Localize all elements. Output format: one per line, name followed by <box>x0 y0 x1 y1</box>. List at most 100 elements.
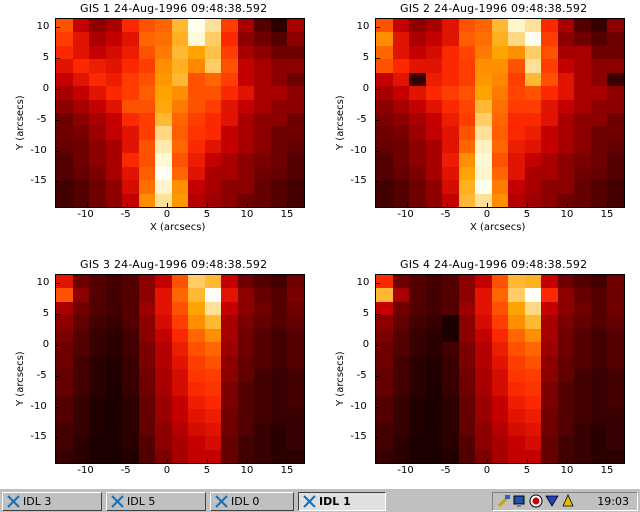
network-icon[interactable] <box>497 494 511 508</box>
pixel-cell <box>287 288 304 302</box>
taskbar-button-label: IDL 0 <box>231 495 260 508</box>
pixel-cell <box>541 166 558 181</box>
pixel-cell <box>56 193 73 207</box>
pixel-cell <box>508 395 525 410</box>
pixel-cell <box>491 86 509 100</box>
pixel-cell <box>221 355 238 369</box>
pixel-cell <box>188 72 205 87</box>
pixel-cell <box>442 422 459 437</box>
x-tick-label: -10 <box>77 209 94 220</box>
pixel-cell <box>607 395 624 410</box>
pixel-cell <box>376 32 393 46</box>
pixel-cell <box>458 449 476 463</box>
pixel-cell <box>491 449 509 463</box>
pixel-cell <box>138 422 156 437</box>
record-icon[interactable] <box>529 494 543 508</box>
intensity-image <box>55 18 305 208</box>
pixel-cell <box>442 180 459 194</box>
y-tick-mark <box>56 375 60 377</box>
pixel-cell <box>188 166 205 181</box>
panel-title: GIS 1 24-Aug-1996 09:48:38.592 <box>80 2 268 15</box>
pixel-cell <box>188 126 205 140</box>
pixel-cell <box>270 315 288 329</box>
x-tick-label: 10 <box>560 465 574 476</box>
pixel-cell <box>541 436 558 450</box>
taskbar-button-idl-3[interactable]: IDL 3 <box>2 492 102 511</box>
pixel-cell <box>89 288 106 302</box>
pixel-cell <box>376 369 393 383</box>
pixel-cell <box>508 409 525 423</box>
pixel-cell <box>56 409 73 423</box>
pixel-cell <box>392 139 410 154</box>
pixel-cell <box>89 342 106 356</box>
pixel-cell <box>105 193 123 207</box>
y-tick-label: -10 <box>350 400 367 412</box>
pixel-cell <box>607 32 624 46</box>
pixel-cell <box>237 328 255 343</box>
pixel-cell <box>425 288 443 302</box>
x-tick-mark <box>167 459 168 463</box>
x-tick-label: 5 <box>523 465 531 476</box>
pixel-cell <box>56 180 73 194</box>
pixel-cell <box>155 409 172 423</box>
pixel-cell <box>607 369 624 383</box>
y-tick-label: -5 <box>356 369 367 381</box>
pixel-cell <box>56 86 73 100</box>
pixel-cell <box>221 180 238 194</box>
pixel-cell <box>574 328 591 343</box>
power-icon[interactable] <box>561 494 575 508</box>
pixel-cell <box>442 59 459 73</box>
volume-icon[interactable] <box>545 494 559 508</box>
pixel-cell <box>188 288 205 302</box>
pixel-cell <box>425 19 443 33</box>
pixel-cell <box>458 166 476 181</box>
pixel-cell <box>237 113 255 127</box>
pixel-cell <box>171 328 189 343</box>
pixel-cell <box>237 301 255 316</box>
pixel-cell <box>171 422 189 437</box>
pixel-cell <box>105 126 123 140</box>
taskbar-button-idl-0[interactable]: IDL 0 <box>210 492 294 511</box>
display-icon[interactable] <box>513 494 527 508</box>
pixel-cell <box>270 166 288 181</box>
pixel-cell <box>491 193 509 207</box>
y-axis-label: Y (arcsecs) <box>335 95 346 150</box>
pixel-cell <box>72 45 90 60</box>
pixel-cell <box>574 126 591 140</box>
pixel-cell <box>105 382 123 396</box>
pixel-cell <box>188 113 205 127</box>
pixel-cell <box>221 449 238 463</box>
pixel-cell <box>508 328 525 343</box>
pixel-cell <box>458 126 476 140</box>
pixel-cell <box>524 355 542 369</box>
pixel-cell <box>204 409 222 423</box>
pixel-cell <box>254 180 271 194</box>
pixel-cell <box>89 113 106 127</box>
pixel-cell <box>508 382 525 396</box>
pixel-cell <box>376 328 393 343</box>
pixel-cell <box>221 153 238 167</box>
pixel-cell <box>237 153 255 167</box>
pixel-cell <box>409 328 426 343</box>
pixel-cell <box>392 436 410 450</box>
pixel-cell <box>105 395 123 410</box>
pixel-cell <box>221 166 238 181</box>
pixel-cell <box>171 99 189 113</box>
pixel-cell <box>138 59 156 73</box>
pixel-cell <box>574 113 591 127</box>
taskbar-button-idl-1[interactable]: IDL 1 <box>298 492 386 511</box>
pixel-cell <box>171 32 189 46</box>
pixel-cell <box>287 193 304 207</box>
pixel-cell <box>270 409 288 423</box>
pixel-cell <box>442 436 459 450</box>
intensity-image <box>375 18 625 208</box>
taskbar-button-idl-5[interactable]: IDL 5 <box>106 492 206 511</box>
pixel-cell <box>442 275 459 289</box>
pixel-cell <box>138 86 156 100</box>
pixel-cell <box>188 99 205 113</box>
pixel-cell <box>89 382 106 396</box>
pixel-cell <box>376 436 393 450</box>
pixel-cell <box>458 139 476 154</box>
pixel-cell <box>409 449 426 463</box>
pixel-cell <box>155 342 172 356</box>
